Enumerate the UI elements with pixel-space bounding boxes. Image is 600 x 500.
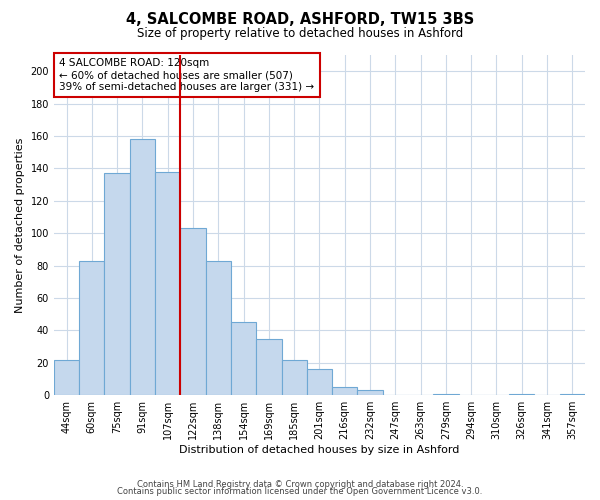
- Bar: [281, 360, 307, 395]
- Bar: [54, 360, 79, 395]
- Bar: [307, 370, 332, 395]
- Bar: [181, 228, 206, 395]
- X-axis label: Distribution of detached houses by size in Ashford: Distribution of detached houses by size …: [179, 445, 460, 455]
- Bar: [206, 260, 231, 395]
- Text: Contains HM Land Registry data © Crown copyright and database right 2024.: Contains HM Land Registry data © Crown c…: [137, 480, 463, 489]
- Bar: [155, 172, 181, 395]
- Y-axis label: Number of detached properties: Number of detached properties: [15, 138, 25, 313]
- Bar: [358, 390, 383, 395]
- Text: 4 SALCOMBE ROAD: 120sqm
← 60% of detached houses are smaller (507)
39% of semi-d: 4 SALCOMBE ROAD: 120sqm ← 60% of detache…: [59, 58, 314, 92]
- Text: Contains public sector information licensed under the Open Government Licence v3: Contains public sector information licen…: [118, 487, 482, 496]
- Bar: [104, 174, 130, 395]
- Bar: [433, 394, 458, 395]
- Bar: [130, 139, 155, 395]
- Bar: [79, 260, 104, 395]
- Bar: [509, 394, 535, 395]
- Bar: [560, 394, 585, 395]
- Bar: [231, 322, 256, 395]
- Text: 4, SALCOMBE ROAD, ASHFORD, TW15 3BS: 4, SALCOMBE ROAD, ASHFORD, TW15 3BS: [126, 12, 474, 28]
- Bar: [332, 387, 358, 395]
- Bar: [256, 338, 281, 395]
- Text: Size of property relative to detached houses in Ashford: Size of property relative to detached ho…: [137, 28, 463, 40]
